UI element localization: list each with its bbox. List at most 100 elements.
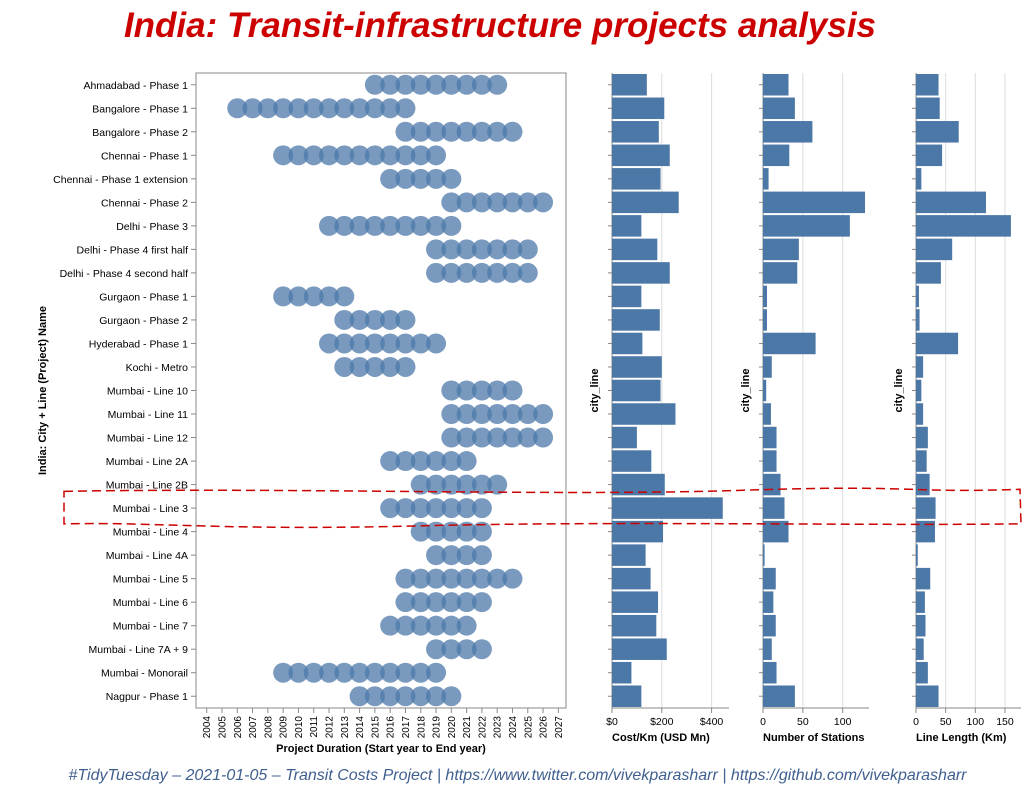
stations-bar (763, 661, 777, 684)
year-point (395, 592, 416, 613)
year-point (502, 262, 523, 283)
year-point (334, 145, 355, 166)
year-point (456, 262, 477, 283)
year-point (410, 145, 431, 166)
year-point (319, 333, 340, 354)
year-point (441, 592, 462, 613)
year-point (426, 686, 447, 707)
year-point (456, 498, 477, 519)
year-point (426, 615, 447, 636)
year-point (426, 521, 447, 542)
year-point (471, 639, 492, 660)
year-point (471, 427, 492, 448)
category-label: Mumbai - Line 11 (108, 409, 189, 421)
x-axis-title: Number of Stations (763, 732, 864, 744)
cost-bar (612, 168, 661, 190)
year-point (487, 121, 508, 142)
year-point (502, 568, 523, 589)
category-label: Mumbai - Line 4 (113, 527, 188, 539)
category-label: Mumbai - Line 2B (106, 480, 188, 492)
length-bar (916, 426, 928, 449)
year-point (517, 262, 538, 283)
cost-bar (612, 520, 664, 543)
length-bar (916, 332, 959, 355)
x-tick-label: 2007 (248, 716, 259, 739)
length-bar (916, 309, 920, 331)
x-tick-label: 2012 (325, 716, 336, 739)
stations-bar (763, 262, 798, 284)
year-point (395, 215, 416, 236)
year-point (426, 498, 447, 519)
category-label: Bangalore - Phase 1 (92, 103, 188, 115)
category-label: Chennai - Phase 2 (101, 197, 188, 209)
category-label: Gurgaon - Phase 1 (99, 291, 188, 303)
x-tick-label: 2018 (416, 716, 427, 739)
year-point (380, 356, 401, 377)
year-point (319, 286, 340, 307)
year-point (410, 451, 431, 472)
year-point (395, 74, 416, 95)
category-label: Mumbai - Line 12 (107, 433, 188, 445)
x-tick-label: 2024 (508, 716, 519, 739)
category-label: Mumbai - Line 10 (107, 386, 188, 398)
cost-bar (612, 473, 665, 496)
year-point (441, 521, 462, 542)
year-point (441, 639, 462, 660)
category-label: Delhi - Phase 4 first half (77, 244, 189, 256)
year-point (471, 121, 492, 142)
x-tick-label: 2016 (386, 716, 397, 739)
year-point (364, 686, 385, 707)
year-point (349, 98, 370, 119)
x-tick-label: $200 (650, 716, 674, 728)
year-point (456, 74, 477, 95)
year-point (364, 662, 385, 683)
stations-bar (763, 238, 799, 261)
year-point (395, 121, 416, 142)
stations-bar (763, 121, 813, 143)
year-point (487, 427, 508, 448)
year-point (456, 521, 477, 542)
year-point (517, 192, 538, 213)
year-point (487, 568, 508, 589)
category-label: Ahmadabad - Phase 1 (84, 80, 189, 92)
year-point (303, 145, 324, 166)
year-point (380, 145, 401, 166)
x-tick-label: 0 (760, 716, 766, 728)
category-label: Mumbai - Line 2A (106, 456, 188, 468)
year-point (487, 74, 508, 95)
stations-bar (763, 426, 777, 449)
year-point (395, 451, 416, 472)
cost-bar (612, 309, 660, 331)
stations-bar (763, 497, 785, 519)
stations-bar (763, 97, 795, 120)
year-point (364, 309, 385, 330)
year-point (426, 262, 447, 283)
year-point (441, 121, 462, 142)
year-point (334, 286, 355, 307)
year-point (426, 662, 447, 683)
length-bar (916, 121, 959, 143)
length-bar (916, 450, 927, 472)
x-tick-label: 2011 (309, 716, 320, 738)
x-tick-label: 2025 (523, 716, 534, 739)
year-point (441, 568, 462, 589)
stations-bar (763, 191, 866, 214)
x-tick-label: $0 (606, 716, 618, 728)
x-tick-label: 2014 (355, 716, 366, 739)
year-point (395, 568, 416, 589)
year-point (441, 168, 462, 189)
year-point (380, 215, 401, 236)
year-point (395, 168, 416, 189)
year-point (349, 333, 370, 354)
stations-bar (763, 332, 816, 355)
year-point (441, 74, 462, 95)
year-point (456, 380, 477, 401)
year-point (471, 262, 492, 283)
category-label: Kochi - Metro (126, 362, 189, 374)
length-bar (916, 215, 1011, 237)
year-point (288, 145, 309, 166)
cost-bar (612, 215, 642, 237)
year-point (380, 615, 401, 636)
year-point (502, 380, 523, 401)
year-point (395, 98, 416, 119)
